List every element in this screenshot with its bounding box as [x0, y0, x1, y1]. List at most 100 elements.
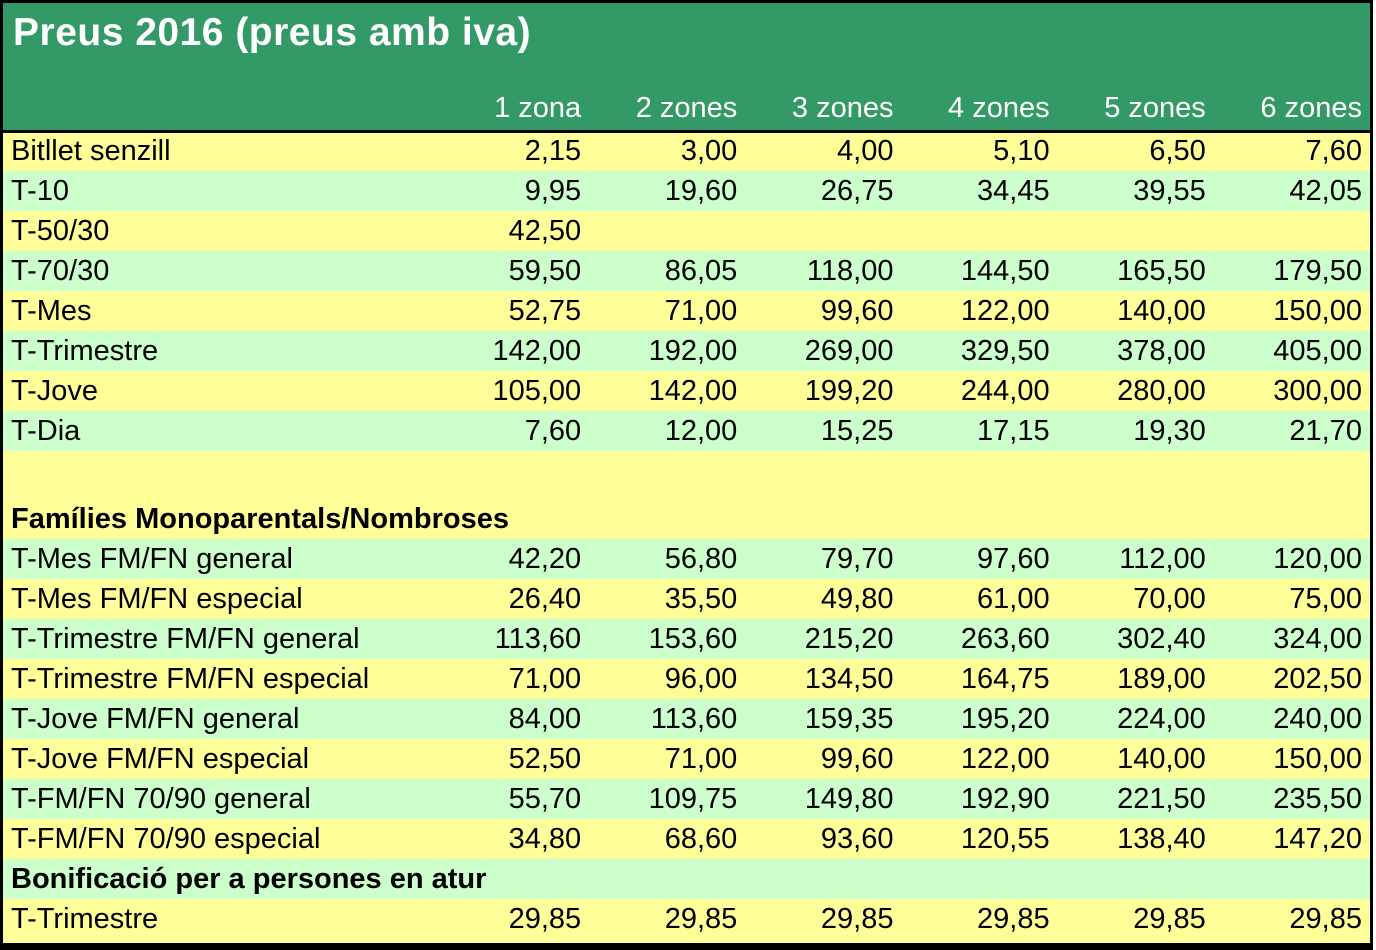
- price-cell: 39,55: [1057, 171, 1214, 211]
- fare-row: T-Trimestre 142,00 192,00 269,00 329,50 378,0…: [3, 331, 1370, 371]
- price-cell: 192,00: [589, 331, 746, 371]
- price-cell: 4,00: [745, 131, 902, 171]
- price-cell: 19,60: [589, 171, 746, 211]
- price-cell: 378,00: [1057, 331, 1214, 371]
- fares-table-body: Bitllet senzill 2,15 3,00 4,00 5,10 6,50 7,60 T…: [3, 131, 1370, 939]
- price-cell: 179,50: [1213, 251, 1370, 291]
- fare-row: T-Trimestre FM/FN general 113,60 153,60 215…: [3, 619, 1370, 659]
- price-cell: 405,00: [1213, 331, 1370, 371]
- fare-label-cell: T-Trimestre FM/FN general: [3, 619, 433, 659]
- price-cell: 112,00: [1057, 539, 1214, 579]
- price-cell: 29,85: [901, 899, 1058, 939]
- price-cell: 52,75: [433, 291, 590, 331]
- price-cell: 59,50: [433, 251, 590, 291]
- price-cell: [1213, 211, 1370, 251]
- fare-row: T-Jove FM/FN general 84,00 113,60 159,35 195…: [3, 699, 1370, 739]
- price-cell: 97,60: [901, 539, 1058, 579]
- price-cell: 6,50: [1057, 131, 1214, 171]
- price-cell: 244,00: [901, 371, 1058, 411]
- price-cell: 134,50: [745, 659, 902, 699]
- price-cell: 68,60: [589, 819, 746, 859]
- price-cell: 29,85: [589, 899, 746, 939]
- price-cell: 96,00: [589, 659, 746, 699]
- fare-row: T-Jove FM/FN especial 52,50 71,00 99,60 122,…: [3, 739, 1370, 779]
- price-cell: 159,35: [745, 699, 902, 739]
- price-cell: 21,70: [1213, 411, 1370, 451]
- fare-row: T-FM/FN 70/90 general 55,70 109,75 149,80 19…: [3, 779, 1370, 819]
- fare-label-cell: T-Jove: [3, 371, 433, 411]
- price-cell: 12,00: [589, 411, 746, 451]
- price-cell: 70,00: [1057, 579, 1214, 619]
- price-cell: 42,50: [433, 211, 590, 251]
- price-cell: [901, 211, 1058, 251]
- price-cell: 280,00: [1057, 371, 1214, 411]
- price-cell: [589, 211, 746, 251]
- price-cell: 269,00: [745, 331, 902, 371]
- fare-label-cell: T-Trimestre FM/FN especial: [3, 659, 433, 699]
- price-cell: 29,85: [745, 899, 902, 939]
- price-cell: 99,60: [745, 739, 902, 779]
- spacer-cell: [3, 451, 1370, 499]
- fare-label-cell: T-10: [3, 171, 433, 211]
- fare-label-cell: T-Mes: [3, 291, 433, 331]
- price-cell: 199,20: [745, 371, 902, 411]
- section-header-row: Bonificació per a persones en atur: [3, 859, 1370, 899]
- price-cell: 84,00: [433, 699, 590, 739]
- price-cell: 5,10: [901, 131, 1058, 171]
- price-cell: 75,00: [1213, 579, 1370, 619]
- price-cell: 150,00: [1213, 739, 1370, 779]
- price-cell: 235,50: [1213, 779, 1370, 819]
- page-title: Preus 2016 (preus amb iva): [13, 11, 532, 54]
- price-cell: 240,00: [1213, 699, 1370, 739]
- price-cell: 99,60: [745, 291, 902, 331]
- price-cell: 118,00: [745, 251, 902, 291]
- price-cell: 113,60: [589, 699, 746, 739]
- fare-row: Bitllet senzill 2,15 3,00 4,00 5,10 6,50 7,60: [3, 131, 1370, 171]
- price-cell: 221,50: [1057, 779, 1214, 819]
- price-cell: 7,60: [433, 411, 590, 451]
- price-cell: 113,60: [433, 619, 590, 659]
- price-cell: 263,60: [901, 619, 1058, 659]
- price-cell: 71,00: [433, 659, 590, 699]
- price-cell: 26,40: [433, 579, 590, 619]
- price-cell: 55,70: [433, 779, 590, 819]
- price-cell: 49,80: [745, 579, 902, 619]
- price-cell: 42,20: [433, 539, 590, 579]
- fare-label-cell: T-Trimestre: [3, 899, 433, 939]
- fare-row: T-FM/FN 70/90 especial 34,80 68,60 93,60 120…: [3, 819, 1370, 859]
- price-cell: 52,50: [433, 739, 590, 779]
- price-cell: 29,85: [433, 899, 590, 939]
- price-cell: 122,00: [901, 739, 1058, 779]
- fare-label-cell: T-FM/FN 70/90 especial: [3, 819, 433, 859]
- fare-label-cell: T-70/30: [3, 251, 433, 291]
- section-title-cell: Famílies Monoparentals/Nombroses: [3, 499, 1370, 539]
- price-cell: 302,40: [1057, 619, 1214, 659]
- price-cell: 105,00: [433, 371, 590, 411]
- title-block: Preus 2016 (preus amb iva): [3, 3, 1370, 91]
- spacer-row: [3, 451, 1370, 499]
- price-cell: 192,90: [901, 779, 1058, 819]
- fare-label-cell: T-Mes FM/FN general: [3, 539, 433, 579]
- corner-cell: [3, 91, 433, 133]
- fare-row: T-Mes 52,75 71,00 99,60 122,00 140,00 150,00: [3, 291, 1370, 331]
- price-cell: 165,50: [1057, 251, 1214, 291]
- price-cell: 164,75: [901, 659, 1058, 699]
- fares-table: 1 zona 2 zones 3 zones 4 zones 5 zones 6 zone…: [3, 91, 1370, 939]
- price-cell: 19,30: [1057, 411, 1214, 451]
- fare-row: T-Trimestre 29,85 29,85 29,85 29,85 29,85 29,8…: [3, 899, 1370, 939]
- price-cell: 34,80: [433, 819, 590, 859]
- price-cell: 147,20: [1213, 819, 1370, 859]
- fare-label-cell: T-Jove FM/FN especial: [3, 739, 433, 779]
- price-cell: 149,80: [745, 779, 902, 819]
- price-cell: 195,20: [901, 699, 1058, 739]
- price-cell: 324,00: [1213, 619, 1370, 659]
- price-cell: 189,00: [1057, 659, 1214, 699]
- price-cell: 3,00: [589, 131, 746, 171]
- price-cell: [745, 211, 902, 251]
- zone-column-header: 4 zones: [901, 91, 1058, 133]
- price-cell: 26,75: [745, 171, 902, 211]
- price-cell: 153,60: [589, 619, 746, 659]
- fare-label-cell: T-Trimestre: [3, 331, 433, 371]
- price-cell: 120,00: [1213, 539, 1370, 579]
